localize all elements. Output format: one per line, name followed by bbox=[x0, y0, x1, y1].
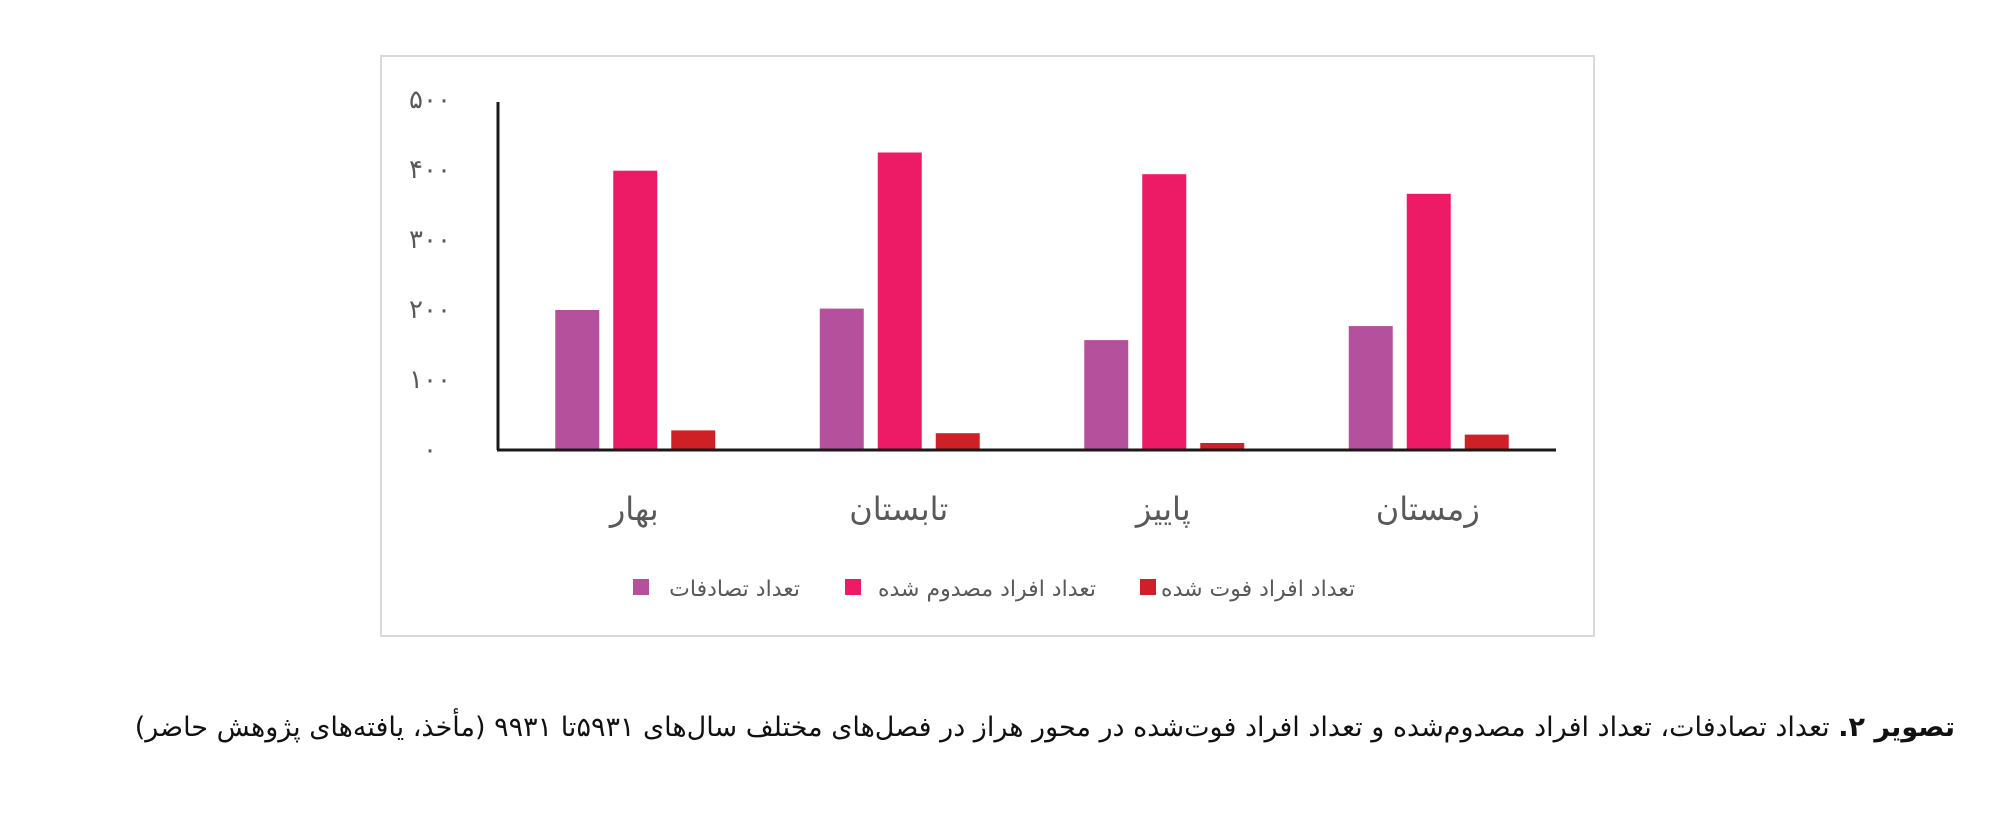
y-tick-label: ۰ bbox=[423, 435, 437, 465]
legend-label: تعداد تصادفات bbox=[669, 577, 800, 602]
bar bbox=[1406, 193, 1451, 451]
y-tick-label: ۲۰۰ bbox=[409, 295, 451, 325]
bar bbox=[613, 170, 658, 450]
legend-swatch bbox=[845, 579, 861, 595]
bar bbox=[1464, 434, 1509, 450]
y-tick-label: ۳۰۰ bbox=[409, 225, 451, 255]
caption-title: تصویر ۲. bbox=[1838, 712, 1955, 743]
bar bbox=[1200, 443, 1245, 450]
bar bbox=[1142, 174, 1187, 450]
bar bbox=[877, 152, 922, 450]
figure-caption: تصویر ۲. تعداد تصادفات، تعداد افراد مصدو… bbox=[60, 705, 1955, 751]
x-category-label: پاییز bbox=[1134, 490, 1191, 528]
legend-swatch bbox=[633, 579, 649, 595]
y-tick-label: ۴۰۰ bbox=[409, 155, 451, 185]
legend-swatch bbox=[1140, 579, 1156, 595]
caption-text: تعداد تصادفات، تعداد افراد مصدوم‌شده و ت… bbox=[134, 712, 1839, 743]
legend-label: تعداد افراد مصدوم شده bbox=[878, 577, 1096, 602]
bar bbox=[671, 430, 716, 450]
y-tick-label: ۵۰۰ bbox=[409, 85, 451, 115]
x-category-label: بهار bbox=[608, 490, 659, 528]
x-category-label: تابستان bbox=[849, 490, 948, 528]
bar bbox=[935, 433, 980, 450]
bar bbox=[819, 308, 864, 450]
bar bbox=[1348, 326, 1393, 450]
x-category-label: زمستان bbox=[1376, 490, 1480, 528]
legend-label: تعداد افراد فوت شده bbox=[1161, 577, 1355, 602]
bar bbox=[1084, 340, 1129, 450]
y-tick-label: ۱۰۰ bbox=[409, 365, 451, 395]
bar bbox=[555, 310, 600, 450]
